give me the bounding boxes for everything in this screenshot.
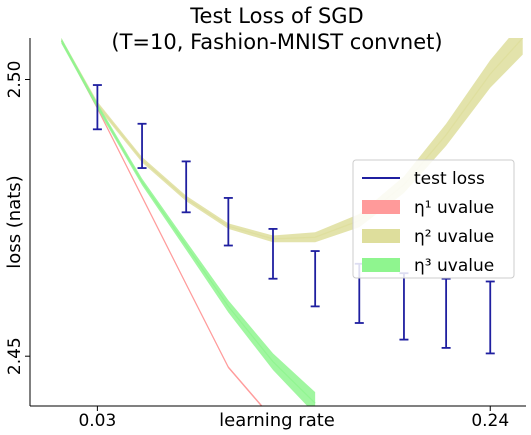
legend-item-eta1-uvalue: η¹ uvalue xyxy=(362,198,494,218)
legend-swatch xyxy=(362,200,400,214)
legend: test loss η¹ uvalue η² uvalue η³ uvalue xyxy=(352,159,515,279)
test-loss-errorbar xyxy=(399,272,409,341)
test-loss-errorbar xyxy=(441,277,451,349)
bands-layer xyxy=(60,38,524,406)
legend-item-eta2-uvalue: η² uvalue xyxy=(362,227,494,247)
x-tick-label: 0.24 xyxy=(471,411,509,431)
test-loss-errorbar xyxy=(92,84,102,131)
legend-swatch xyxy=(362,229,400,243)
eta2-uvalue-center-line xyxy=(60,38,524,240)
test-loss-errorbar xyxy=(485,280,495,355)
chart-subtitle: (T=10, Fashion-MNIST convnet) xyxy=(111,30,442,54)
eta3-uvalue-center-line xyxy=(60,40,316,404)
legend-item-test-loss: test loss xyxy=(362,169,485,189)
y-tick-label: 2.45 xyxy=(5,337,25,375)
legend-item-eta3-uvalue: η³ uvalue xyxy=(362,256,494,276)
test-loss-errorbar xyxy=(268,228,278,280)
test-loss-errorbar xyxy=(310,250,320,308)
x-axis-label: learning rate xyxy=(219,410,335,431)
test-loss-errorbar xyxy=(181,160,191,214)
test-loss-errorbar xyxy=(137,122,147,169)
legend-label: η² uvalue xyxy=(414,227,494,247)
test-loss-errorbar xyxy=(223,197,233,247)
eta3-uvalue-band xyxy=(61,38,316,406)
legend-frame xyxy=(352,159,515,279)
eta2-uvalue-band xyxy=(61,38,523,243)
legend-label: η³ uvalue xyxy=(414,256,494,276)
y-tick-label: 2.50 xyxy=(5,61,25,99)
legend-label: η¹ uvalue xyxy=(414,198,494,218)
legend-swatch xyxy=(362,258,400,272)
x-tick-label: 0.03 xyxy=(78,411,116,431)
y-axis-label: loss (nats) xyxy=(4,175,25,268)
chart-title: Test Loss of SGD xyxy=(189,4,363,28)
ticks-layer: 0.03 0.24 2.45 2.50 xyxy=(5,61,509,431)
legend-label: test loss xyxy=(414,169,485,189)
